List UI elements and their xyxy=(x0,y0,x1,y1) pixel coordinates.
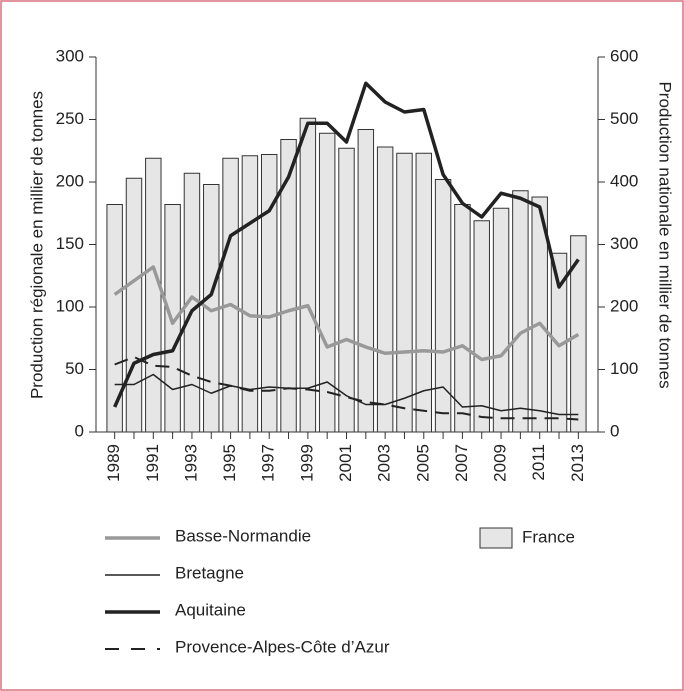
y2-tick-label: 200 xyxy=(610,296,638,315)
bar xyxy=(473,220,490,433)
bar xyxy=(376,146,394,433)
bar xyxy=(299,117,317,433)
bar xyxy=(145,157,162,433)
legend-label: Aquitaine xyxy=(175,600,246,619)
y2-tick-label: 100 xyxy=(610,359,638,378)
y2-tick-label: 600 xyxy=(610,46,638,65)
line xyxy=(113,265,580,362)
bar xyxy=(434,179,452,433)
y2-axis-label: Production nationale en millier de tonne… xyxy=(656,81,675,388)
x-tick-label: 1989 xyxy=(104,444,123,482)
x-tick-label: 1993 xyxy=(181,444,200,482)
line xyxy=(114,373,579,416)
x-tick-label: 1997 xyxy=(259,444,278,482)
line xyxy=(113,81,580,408)
bar xyxy=(512,190,529,433)
y-tick-label: 250 xyxy=(56,109,84,128)
legend-label: France xyxy=(522,527,575,546)
y-tick-label: 300 xyxy=(56,46,84,65)
y2-tick-label: 300 xyxy=(610,234,638,253)
y-tick-label: 100 xyxy=(56,296,84,315)
x-tick-label: 2007 xyxy=(452,444,471,482)
x-tick-label: 2001 xyxy=(336,444,355,482)
y-tick-label: 200 xyxy=(56,171,84,190)
legend-label: Bretagne xyxy=(175,563,244,582)
bar xyxy=(318,132,336,433)
x-tick-label: 1991 xyxy=(143,444,162,482)
bar xyxy=(396,152,413,433)
x-tick-label: 2011 xyxy=(529,444,548,481)
line xyxy=(114,356,579,421)
y2-tick-label: 400 xyxy=(610,171,638,190)
y-tick-label: 0 xyxy=(75,421,84,440)
x-tick-label: 1995 xyxy=(220,444,239,482)
legend-label: Basse-Normandie xyxy=(175,526,311,545)
bar xyxy=(222,157,239,433)
y2-tick-label: 0 xyxy=(610,421,619,440)
legend-label: Provence-Alpes-Côte d’Azur xyxy=(175,637,390,656)
bar xyxy=(357,129,375,433)
y-tick-label: 150 xyxy=(56,234,84,253)
legend-swatch xyxy=(479,527,513,549)
x-tick-label: 1999 xyxy=(297,444,316,482)
bar xyxy=(492,207,510,433)
bar xyxy=(338,147,355,433)
y2-tick-label: 500 xyxy=(610,109,638,128)
bar xyxy=(125,177,143,433)
x-tick-label: 2003 xyxy=(375,444,394,482)
bar xyxy=(454,204,471,433)
x-tick-label: 2009 xyxy=(491,444,510,482)
y-axis-label: Production régionale en millier de tonne… xyxy=(27,91,46,399)
x-tick-label: 2013 xyxy=(568,444,587,482)
x-tick-label: 2005 xyxy=(413,444,432,482)
y-tick-label: 50 xyxy=(65,359,84,378)
